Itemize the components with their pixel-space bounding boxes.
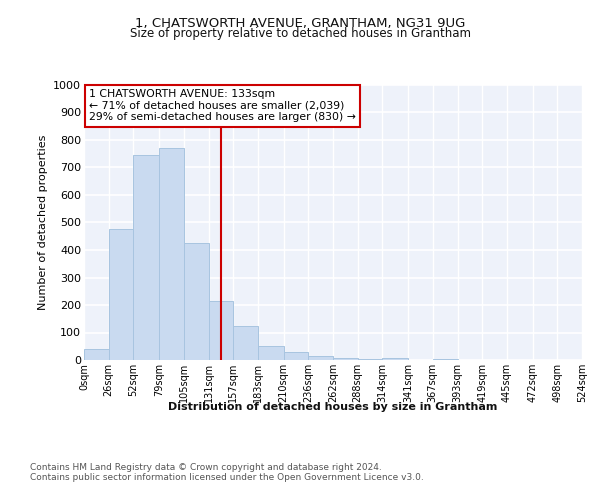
- Bar: [258, 346, 284, 360]
- Text: 1 CHATSWORTH AVENUE: 133sqm
← 71% of detached houses are smaller (2,039)
29% of : 1 CHATSWORTH AVENUE: 133sqm ← 71% of det…: [89, 89, 356, 122]
- Text: Size of property relative to detached houses in Grantham: Size of property relative to detached ho…: [130, 28, 470, 40]
- Bar: [209, 301, 233, 360]
- Y-axis label: Number of detached properties: Number of detached properties: [38, 135, 47, 310]
- Bar: [84, 349, 109, 360]
- Text: Contains public sector information licensed under the Open Government Licence v3: Contains public sector information licen…: [30, 472, 424, 482]
- Bar: [109, 230, 133, 360]
- Text: Distribution of detached houses by size in Grantham: Distribution of detached houses by size …: [169, 402, 497, 412]
- Bar: [184, 243, 209, 360]
- Text: 1, CHATSWORTH AVENUE, GRANTHAM, NG31 9UG: 1, CHATSWORTH AVENUE, GRANTHAM, NG31 9UG: [135, 18, 465, 30]
- Bar: [382, 358, 408, 360]
- Bar: [133, 155, 159, 360]
- Text: Contains HM Land Registry data © Crown copyright and database right 2024.: Contains HM Land Registry data © Crown c…: [30, 462, 382, 471]
- Bar: [233, 326, 258, 360]
- Bar: [308, 356, 333, 360]
- Bar: [284, 352, 308, 360]
- Bar: [159, 148, 184, 360]
- Bar: [333, 358, 358, 360]
